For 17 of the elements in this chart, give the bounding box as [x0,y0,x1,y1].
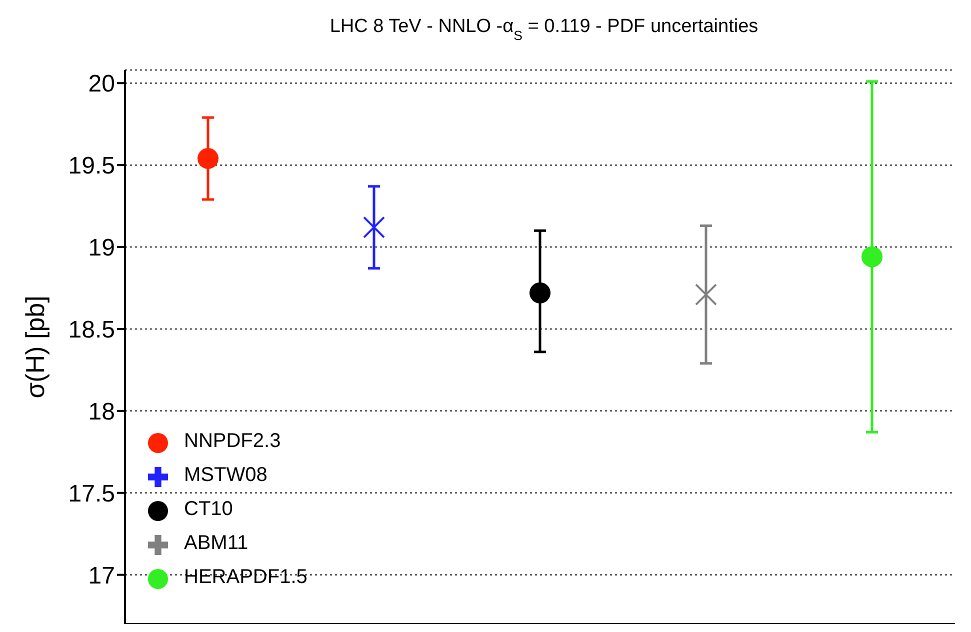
legend-label: NNPDF2.3 [184,430,281,452]
point [862,246,882,268]
y-tick-label: 19.5 [68,152,115,180]
legend-label: CT10 [184,498,233,520]
point [198,148,218,170]
y-tick-label: 20 [88,70,115,98]
chart-title: LHC 8 TeV - NNLO -α$_{S}$ = 0.119 - PDF uncertainties [330,16,758,42]
legend-label: MSTW08 [184,464,268,486]
legend-label: HERAPDF1.5 [184,566,308,588]
y-tick-label: 19 [88,234,115,262]
legend-label: ABM11 [184,532,248,554]
y-tick-label: 17 [88,562,115,590]
point [530,282,550,304]
y-axis-title: σ(H) [pb] [20,296,50,398]
y-tick-label: 18.5 [68,316,115,344]
y-tick-label: 18 [88,398,115,426]
y-tick-label: 17.5 [68,480,115,508]
